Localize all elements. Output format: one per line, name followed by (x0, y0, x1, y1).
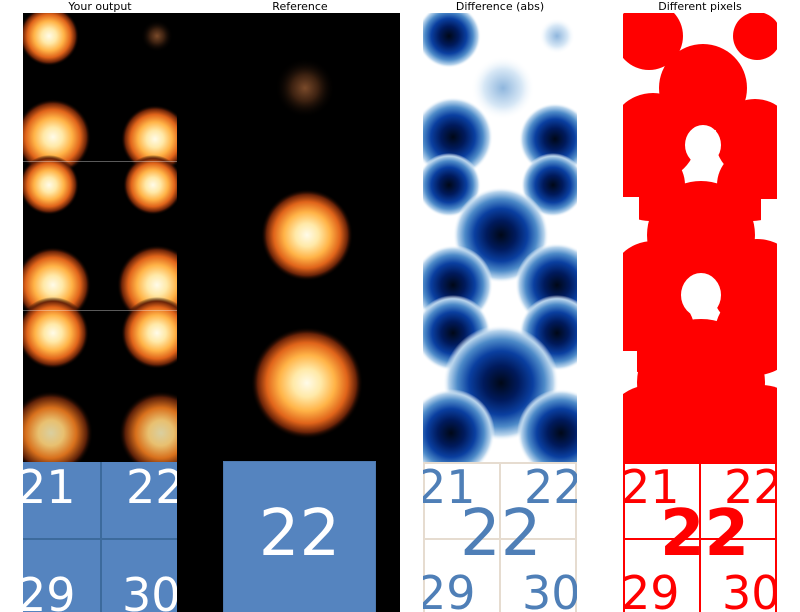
output-panel-title: Your output (68, 0, 132, 13)
reference-fireball-strip (251, 58, 363, 439)
tile-edge (623, 462, 625, 612)
mismatch-mask (623, 13, 777, 462)
tile-divider (100, 462, 102, 612)
mismatch-tiles: 21 22 22 29 30 (623, 462, 777, 612)
mismatch-number: 22 (660, 497, 750, 571)
tile-edge (423, 538, 577, 540)
pixels-panel-title: Different pixels (658, 0, 742, 13)
tile-edge (699, 462, 701, 612)
tile-edge (775, 462, 777, 612)
output-fireball-strip (23, 13, 177, 462)
tile-number: 21 (23, 462, 76, 514)
tile-divider (23, 538, 177, 540)
difference-map (423, 13, 577, 462)
tile-number: 22 (126, 462, 177, 514)
frame-seam (23, 161, 177, 162)
reference-tile-22: 22 (223, 461, 376, 612)
mismatch-number: 21 (623, 460, 680, 514)
tile-29: 29 (23, 540, 100, 612)
tile-30: 30 (102, 540, 177, 612)
tile-edge (423, 462, 425, 612)
tile-number: 29 (23, 568, 76, 612)
tile-edge (623, 538, 777, 540)
tile-number: 22 (258, 497, 341, 571)
difference-panel: 21 22 22 29 30 (423, 13, 577, 612)
diff-number: 22 (460, 497, 542, 571)
tile-22: 22 (102, 462, 177, 538)
diff-number: 21 (423, 460, 476, 514)
frame-seam (23, 310, 177, 311)
reference-panel: 22 (177, 13, 400, 612)
output-panel: 21 22 29 30 (23, 13, 177, 612)
fireball-group (23, 13, 177, 462)
tile-edge (575, 462, 577, 612)
pixels-panel: 21 22 22 29 30 (623, 13, 777, 612)
difference-panel-title: Difference (abs) (455, 0, 545, 13)
mismatch-number: 30 (722, 566, 777, 612)
difference-tiles: 21 22 22 29 30 (423, 462, 577, 612)
tile-number: 30 (122, 568, 177, 612)
mismatch-number: 29 (623, 566, 680, 612)
mismatch-number: 22 (724, 460, 777, 514)
tile-edge (499, 462, 501, 612)
diff-number: 30 (522, 566, 577, 612)
tile-21: 21 (23, 462, 100, 538)
diff-number: 29 (423, 566, 476, 612)
reference-panel-title: Reference (272, 0, 328, 13)
diff-number: 22 (524, 460, 577, 514)
